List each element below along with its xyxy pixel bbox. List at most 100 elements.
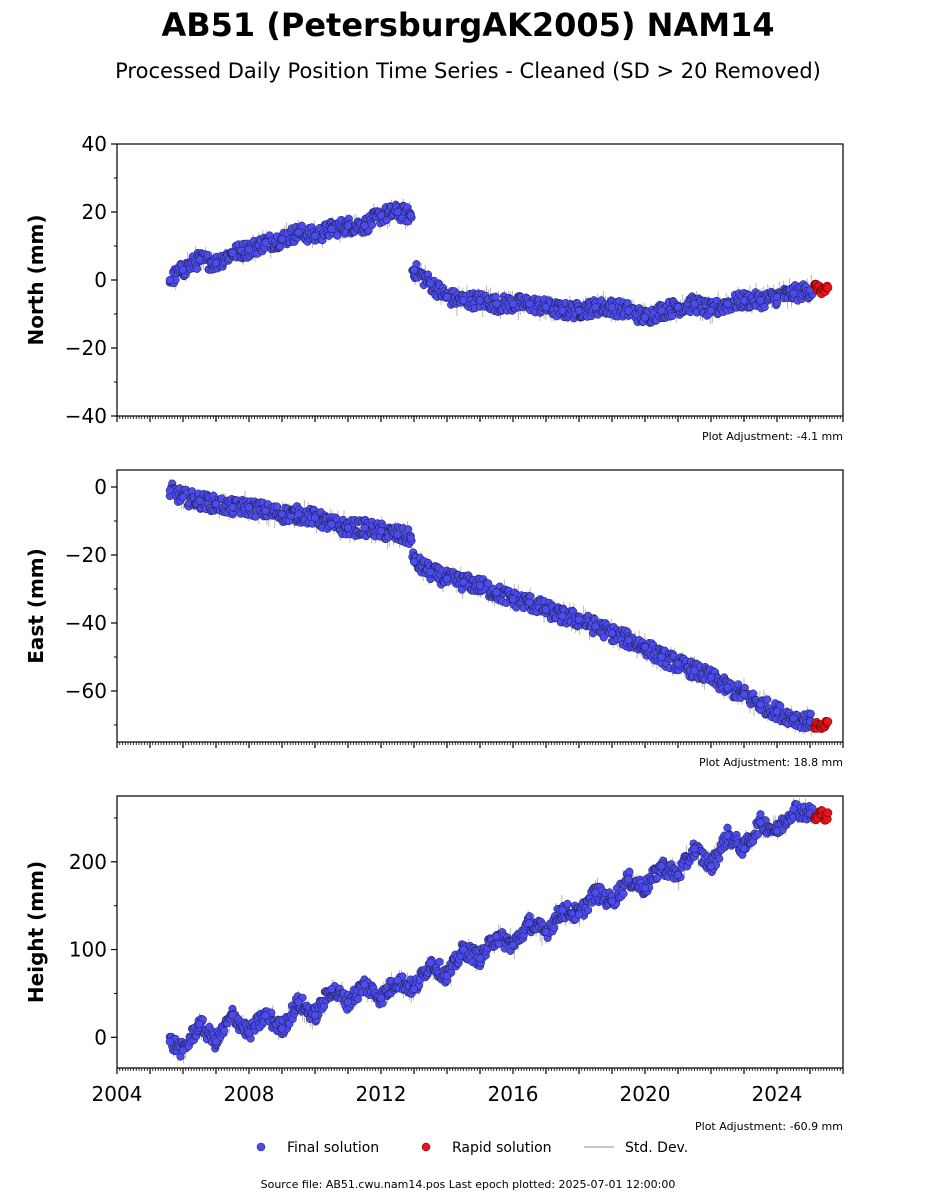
height-final-point — [591, 888, 600, 897]
height-final-points — [165, 800, 817, 1061]
east-final-point — [277, 510, 287, 519]
figure-title: AB51 (PetersburgAK2005) NAM14 — [161, 6, 774, 44]
height-final-point — [360, 980, 369, 989]
height-rapid-point — [823, 808, 833, 818]
height-xtick-label: 2016 — [488, 1082, 539, 1106]
north-ylabel: North (mm) — [24, 214, 48, 345]
height-xtick-label: 2004 — [92, 1082, 143, 1106]
height-final-point — [409, 984, 419, 994]
east-final-point — [624, 635, 633, 645]
east-ytick-label: −60 — [65, 679, 107, 703]
north-ytick-label: −20 — [65, 336, 107, 360]
north-rapid-points — [810, 279, 833, 299]
legend: Final solution Rapid solution Std. Dev. — [256, 1140, 688, 1156]
north-ytick-label: 40 — [82, 132, 107, 156]
east-final-point — [558, 612, 567, 621]
east-final-point — [763, 695, 772, 704]
height-final-point — [475, 954, 485, 963]
north-ytick-label: −40 — [65, 404, 107, 428]
north-final-point — [297, 221, 306, 230]
height-final-point — [508, 941, 518, 950]
height-final-point — [789, 805, 798, 814]
north-final-point — [343, 221, 353, 230]
north-final-point — [195, 255, 204, 264]
east-final-point — [772, 707, 782, 716]
height-xtick-label: 2012 — [356, 1082, 407, 1106]
north-final-point — [525, 299, 534, 308]
figure-subtitle: Processed Daily Position Time Series - C… — [115, 59, 821, 83]
north-final-point — [657, 306, 666, 315]
height-final-point — [178, 1046, 188, 1055]
height-final-point — [624, 875, 633, 884]
height-ylabel: Height (mm) — [24, 861, 48, 1003]
north-final-point — [376, 211, 386, 220]
north-final-point — [558, 306, 567, 315]
height-final-point — [772, 827, 782, 836]
north-final-point — [789, 289, 798, 298]
east-ylabel: East (mm) — [24, 548, 48, 664]
height-panel: 0 100 200 2004 2008 2012 2016 2020 2024 Height (m… — [24, 795, 844, 1133]
east-final-point — [789, 714, 798, 723]
east-final-point — [673, 659, 683, 668]
north-final-point — [760, 303, 769, 312]
height-final-point — [294, 998, 303, 1007]
east-final-point — [475, 581, 485, 590]
height-final-point — [525, 919, 534, 928]
north-final-point — [690, 299, 699, 308]
east-final-point — [310, 513, 320, 522]
east-final-point — [739, 690, 749, 699]
east-final-point — [591, 622, 600, 631]
north-final-point — [360, 221, 369, 230]
north-final-point — [574, 306, 584, 315]
north-final-point — [739, 296, 749, 305]
north-final-point — [310, 231, 320, 240]
north-final-point — [409, 265, 419, 274]
east-final-point — [459, 578, 468, 587]
north-ytick-label: 20 — [82, 200, 107, 224]
height-ytick-label: 200 — [69, 850, 107, 874]
north-final-point — [327, 224, 336, 234]
height-final-point — [756, 810, 765, 819]
north-final-point — [211, 258, 221, 268]
north-final-point — [491, 292, 500, 301]
east-final-point — [442, 574, 452, 583]
east-final-point — [228, 503, 237, 512]
height-final-point — [756, 818, 765, 827]
east-final-point — [406, 533, 415, 543]
north-panel: −40 −20 0 20 40 North (mm) Plot Adjustment: -4… — [24, 132, 844, 443]
east-final-point — [541, 605, 551, 614]
height-final-point — [435, 957, 444, 966]
north-final-point — [228, 248, 237, 257]
north-final-point — [706, 306, 716, 315]
north-final-point — [367, 221, 376, 230]
east-rapid-point — [823, 717, 833, 727]
height-final-point — [723, 831, 732, 840]
height-final-point — [673, 870, 683, 880]
north-final-point — [442, 292, 452, 302]
north-final-point — [475, 296, 485, 305]
north-final-point — [203, 250, 212, 259]
height-final-point — [426, 958, 435, 967]
east-final-point — [178, 493, 188, 502]
east-final-point — [492, 588, 501, 597]
east-rapid-points — [810, 716, 833, 733]
height-final-point — [220, 1026, 229, 1035]
east-final-point — [294, 510, 303, 519]
height-ytick-label: 0 — [94, 1025, 107, 1049]
east-plot-adjustment: Plot Adjustment: 18.8 mm — [699, 756, 843, 769]
north-final-point — [668, 311, 677, 321]
north-final-point — [591, 303, 600, 312]
north-final-point — [459, 296, 468, 305]
height-final-point — [310, 1011, 320, 1020]
east-final-point — [508, 595, 518, 604]
north-final-point — [508, 299, 518, 308]
height-final-point — [277, 1024, 287, 1033]
height-final-point — [640, 884, 650, 893]
north-final-point — [294, 228, 303, 237]
height-final-point — [715, 854, 724, 863]
east-final-point — [165, 486, 174, 495]
east-final-point — [393, 530, 402, 539]
east-final-point — [607, 629, 617, 638]
north-final-point — [277, 235, 287, 244]
height-final-point — [459, 945, 468, 954]
